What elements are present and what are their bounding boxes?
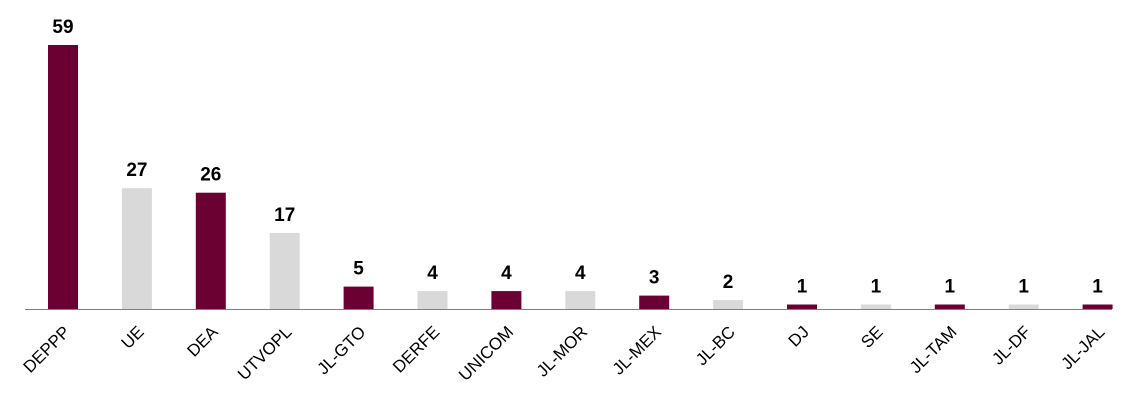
category-label-se: SE — [857, 322, 886, 351]
data-labels-group: 59 27 26 17 5 4 4 4 3 2 1 1 1 1 1 — [52, 17, 1103, 298]
data-label-jl-mex: 3 — [649, 268, 660, 289]
category-label-jl-bc: JL-BC — [692, 322, 739, 369]
data-label-jl-gto: 5 — [353, 259, 364, 280]
data-label-derfe: 4 — [427, 263, 438, 284]
category-label-dj: DJ — [785, 322, 813, 350]
data-label-deppp: 59 — [52, 17, 73, 38]
bar-jl-df — [1008, 304, 1039, 309]
bar-deppp — [48, 45, 78, 309]
bar-jl-mex — [639, 295, 670, 309]
bar-jl-tam — [934, 304, 965, 309]
category-label-utvopl: UTVOPL — [234, 322, 296, 384]
data-label-jl-jal: 1 — [1092, 277, 1103, 298]
data-label-jl-mor: 4 — [575, 263, 586, 284]
bar-unicom — [491, 291, 522, 309]
bar-jl-bc — [713, 300, 744, 309]
category-label-jl-tam: JL-TAM — [906, 322, 961, 377]
data-label-utvopl: 17 — [274, 205, 295, 226]
category-label-jl-gto: JL-GTO — [313, 322, 369, 378]
bar-utvopl — [269, 232, 300, 309]
bar-jl-jal — [1082, 304, 1113, 309]
bar-jl-mor — [565, 291, 596, 309]
data-label-unicom: 4 — [501, 263, 512, 284]
category-label-derfe: DERFE — [389, 322, 443, 376]
bars-group — [48, 45, 1113, 309]
bar-se — [860, 304, 891, 309]
bar-dj — [787, 304, 817, 309]
category-labels-group: DEPPP UE DEA UTVOPL JL-GTO DERFE UNICOM JL-MOR J… — [20, 322, 1109, 385]
category-label-dea: DEA — [183, 322, 222, 361]
data-label-jl-tam: 1 — [945, 277, 956, 298]
bar-derfe — [417, 291, 448, 309]
bar-jl-gto — [343, 286, 374, 309]
data-label-ue: 27 — [126, 160, 147, 181]
bar-ue — [121, 188, 152, 309]
data-label-se: 1 — [871, 277, 882, 298]
bar-dea — [195, 192, 226, 309]
data-label-dj: 1 — [797, 277, 808, 298]
data-label-jl-df: 1 — [1018, 277, 1029, 298]
category-label-jl-mor: JL-MOR — [533, 322, 591, 380]
data-label-jl-bc: 2 — [723, 272, 734, 293]
category-label-deppp: DEPPP — [20, 322, 74, 376]
data-label-dea: 26 — [200, 165, 221, 186]
category-label-jl-df: JL-DF — [988, 322, 1034, 368]
category-label-ue: UE — [118, 322, 148, 352]
category-label-jl-mex: JL-MEX — [609, 322, 665, 378]
category-label-jl-jal: JL-JAL — [1058, 322, 1109, 373]
category-label-unicom: UNICOM — [455, 322, 517, 384]
